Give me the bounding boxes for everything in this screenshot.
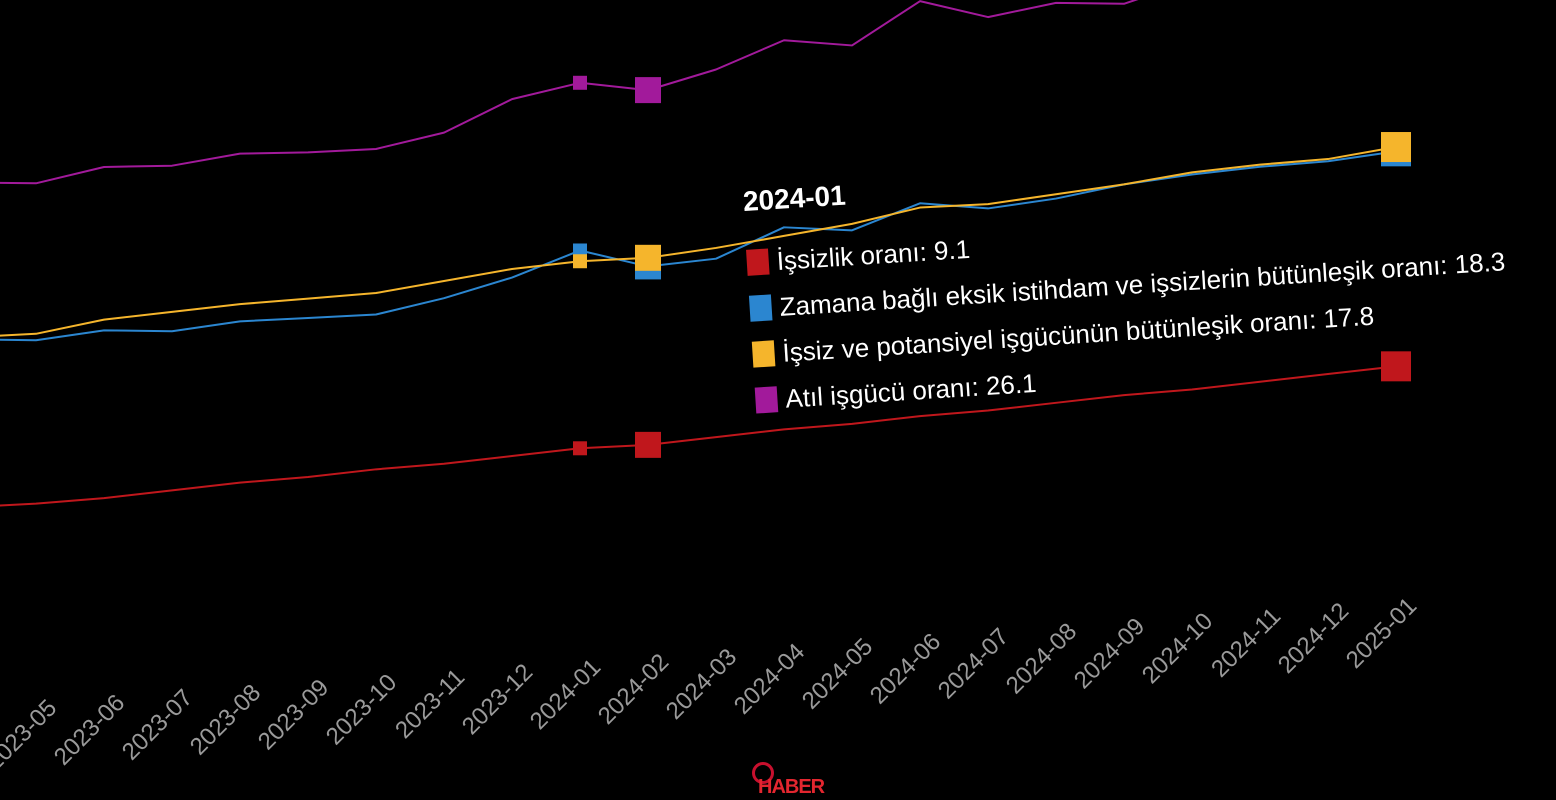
tooltip-swatch-unemployment (746, 248, 770, 276)
point-marker-idle-labour-2024-02[interactable] (635, 77, 661, 104)
x-tick-2023-10: 2023-10 (321, 669, 402, 750)
x-tick-2024-05: 2024-05 (797, 633, 878, 714)
x-tick-2025-01: 2025-01 (1341, 592, 1422, 673)
point-marker-potential-labour-2024-02[interactable] (635, 244, 661, 271)
haber-logo: HABER (748, 760, 825, 800)
x-tick-2024-03: 2024-03 (661, 643, 742, 724)
logo-ring-icon (752, 762, 774, 784)
x-tick-2024-12: 2024-12 (1273, 598, 1354, 679)
x-tick-2024-01: 2024-01 (525, 654, 606, 735)
x-tick-2024-11: 2024-11 (1206, 603, 1286, 683)
x-tick-2023-11: 2023-11 (390, 664, 470, 744)
point-marker-potential-labour-2025-01[interactable] (1381, 132, 1411, 163)
x-tick-2024-08: 2024-08 (1001, 618, 1082, 699)
x-tick-2023-05: 2023-05 (0, 694, 62, 775)
x-tick-2024-09: 2024-09 (1069, 613, 1150, 694)
tooltip-swatch-idle-labour (754, 386, 779, 414)
tooltip-label-unemployment: İşsizlik oranı: 9.1 (775, 233, 971, 276)
x-tick-2023-12: 2023-12 (457, 659, 538, 740)
x-tick-2023-09: 2023-09 (253, 674, 334, 755)
x-tick-2024-02: 2024-02 (593, 649, 674, 730)
x-tick-2024-10: 2024-10 (1137, 608, 1218, 689)
point-marker-underemployment-2024-01[interactable] (573, 243, 587, 258)
point-marker-idle-labour-2024-01[interactable] (573, 75, 587, 90)
x-tick-2024-04: 2024-04 (729, 638, 810, 719)
x-tick-2023-08: 2023-08 (185, 679, 266, 760)
tooltip-label-idle-labour: Atıl işgücü oranı: 26.1 (784, 367, 1038, 414)
point-marker-unemployment-2025-01[interactable] (1381, 351, 1411, 382)
x-tick-2024-07: 2024-07 (933, 623, 1014, 704)
point-marker-potential-labour-2024-01[interactable] (573, 254, 587, 269)
hover-tooltip: 2024-01 İşsizlik oranı: 9.1 Zamana bağlı… (742, 135, 1556, 424)
logo-text: HABER (758, 776, 825, 798)
point-marker-unemployment-2024-01[interactable] (573, 441, 587, 456)
tooltip-swatch-underemployment (748, 294, 773, 322)
tooltip-swatch-potential-labour (751, 340, 776, 368)
x-axis-ticks: 2023-042023-052023-062023-072023-082023-… (0, 592, 1422, 775)
point-marker-unemployment-2024-02[interactable] (635, 431, 661, 458)
x-tick-2024-06: 2024-06 (865, 628, 946, 709)
marker-layer (573, 75, 1411, 458)
x-tick-2023-07: 2023-07 (117, 684, 198, 765)
x-tick-2023-06: 2023-06 (49, 689, 130, 770)
